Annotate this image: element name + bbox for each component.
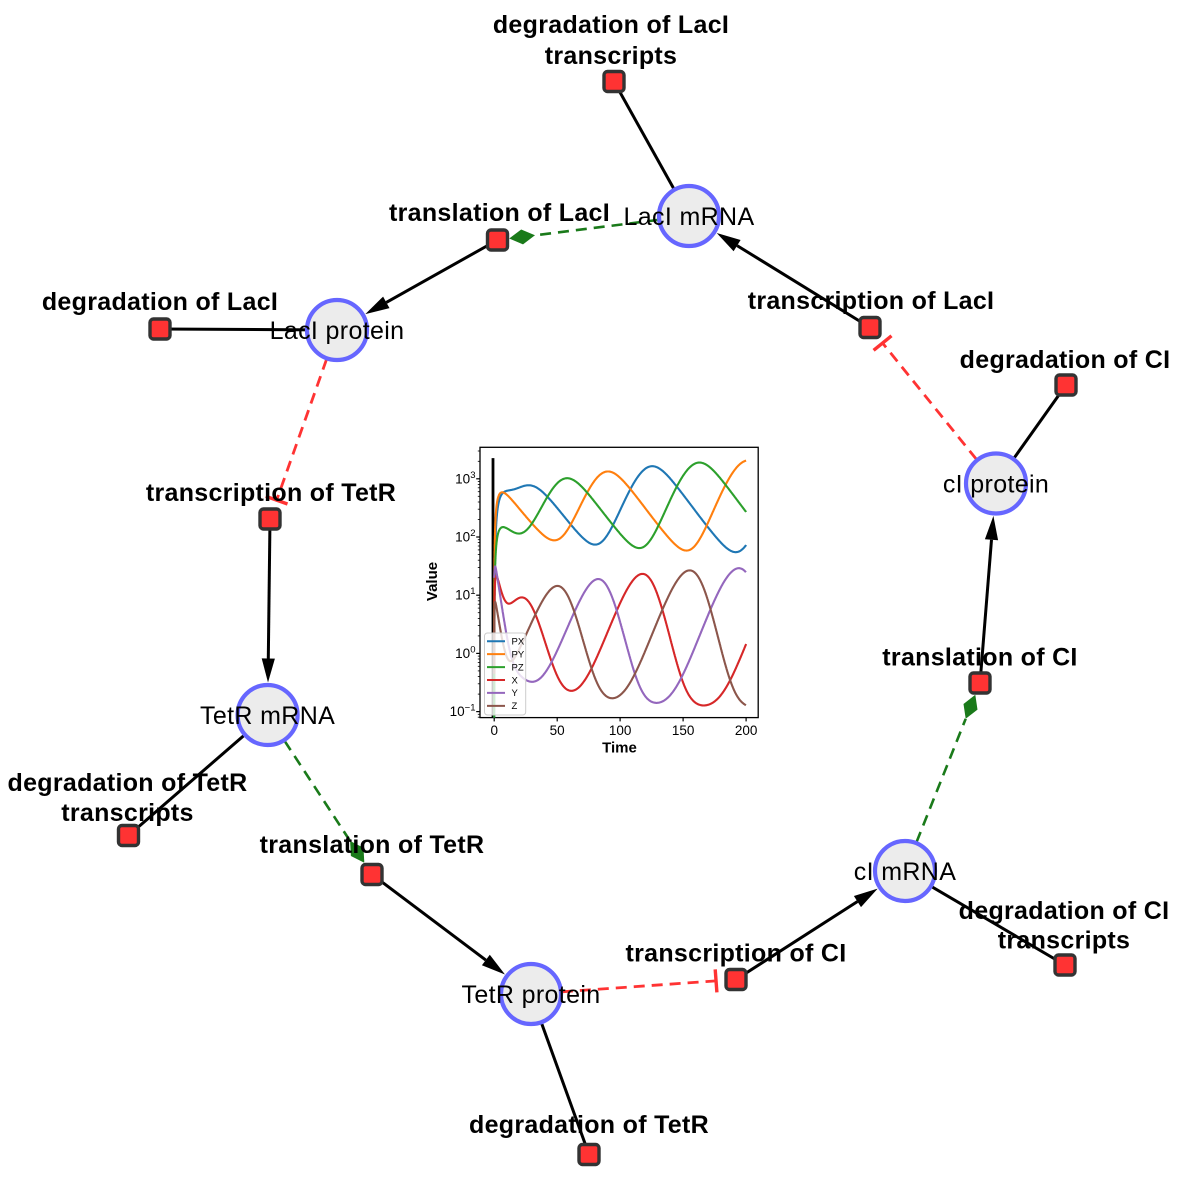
svg-text:Y: Y	[512, 688, 519, 699]
svg-text:0: 0	[490, 723, 498, 738]
svg-text:transcription of CI: transcription of CI	[626, 940, 847, 968]
svg-text:Time: Time	[602, 740, 637, 757]
svg-text:degradation of CI: degradation of CI	[959, 897, 1170, 925]
svg-text:degradation of LacI: degradation of LacI	[42, 288, 278, 316]
svg-text:PY: PY	[512, 649, 525, 660]
svg-text:cI mRNA: cI mRNA	[854, 858, 956, 886]
svg-text:transcripts: transcripts	[998, 926, 1131, 954]
svg-text:Z: Z	[512, 701, 518, 712]
svg-text:translation of TetR: translation of TetR	[260, 831, 485, 859]
svg-text:degradation of TetR: degradation of TetR	[8, 769, 248, 797]
svg-text:X: X	[512, 675, 519, 686]
svg-text:LacI mRNA: LacI mRNA	[624, 203, 755, 231]
svg-text:translation of LacI: translation of LacI	[389, 199, 610, 227]
svg-text:cI protein: cI protein	[943, 471, 1049, 499]
svg-text:PX: PX	[512, 637, 525, 648]
svg-text:translation of CI: translation of CI	[882, 644, 1077, 672]
svg-text:PZ: PZ	[512, 662, 524, 673]
svg-text:degradation of TetR: degradation of TetR	[469, 1111, 709, 1139]
svg-text:200: 200	[735, 723, 758, 738]
svg-text:transcription of TetR: transcription of TetR	[146, 479, 396, 507]
svg-text:transcription of LacI: transcription of LacI	[748, 287, 995, 315]
svg-text:degradation of CI: degradation of CI	[960, 346, 1171, 374]
svg-text:150: 150	[672, 723, 695, 738]
svg-text:TetR mRNA: TetR mRNA	[200, 702, 335, 730]
svg-text:TetR protein: TetR protein	[462, 981, 601, 1009]
svg-text:50: 50	[550, 723, 565, 738]
svg-text:100: 100	[609, 723, 632, 738]
svg-text:Value: Value	[424, 562, 441, 601]
svg-text:transcripts: transcripts	[545, 42, 678, 70]
svg-text:degradation of LacI: degradation of LacI	[493, 11, 729, 39]
svg-text:transcripts: transcripts	[61, 799, 194, 827]
svg-text:LacI protein: LacI protein	[270, 317, 405, 345]
